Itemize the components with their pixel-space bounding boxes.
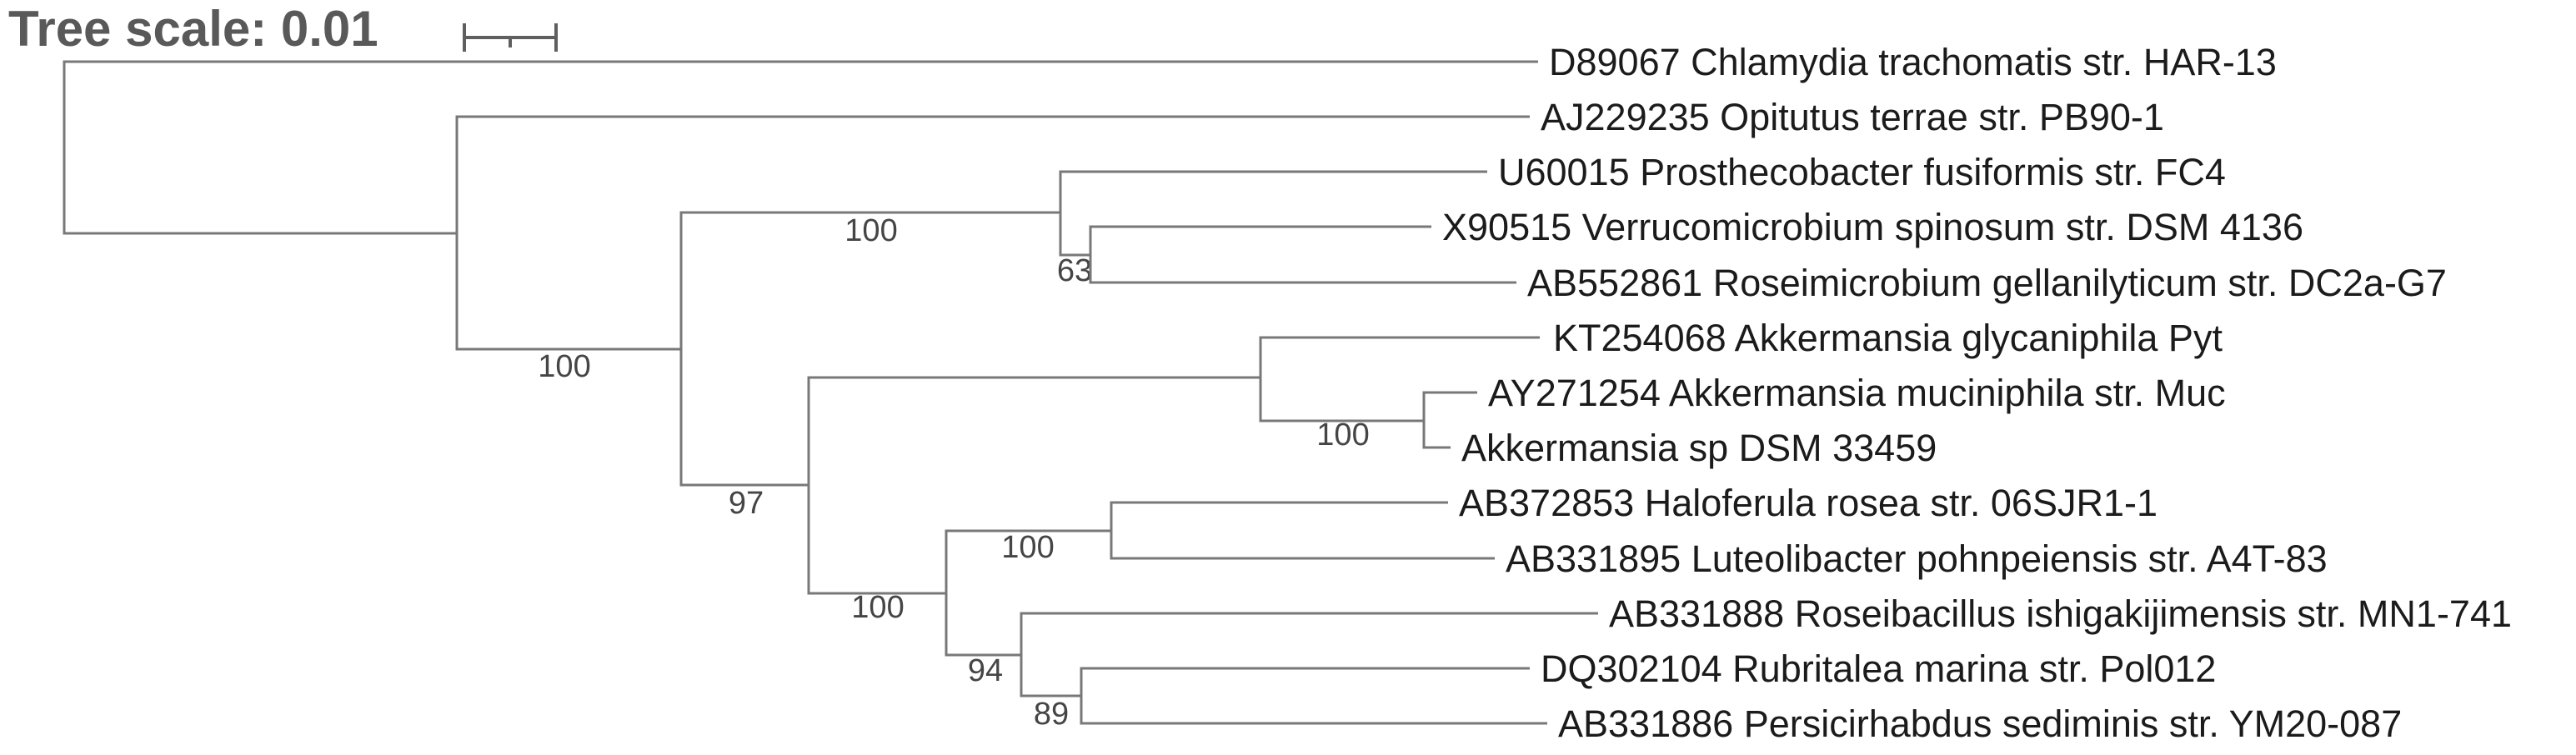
leaf-label: AB331895 Luteolibacter pohnpeiensis str.…: [1506, 538, 2328, 580]
leaf-label: AB552861 Roseimicrobium gellanilyticum s…: [1527, 262, 2447, 304]
leaf-label: U60015 Prosthecobacter fusiformis str. F…: [1498, 151, 2226, 193]
bootstrap-label: 100: [1316, 418, 1369, 452]
bootstrap-label: 100: [844, 213, 897, 248]
bootstrap-label: 89: [1034, 697, 1069, 732]
leaf-label: DQ302104 Rubritalea marina str. Pol012: [1541, 648, 2216, 690]
tree-scale-title: Tree scale: 0.01: [8, 1, 378, 57]
leaf-label: AB331888 Roseibacillus ishigakijimensis …: [1609, 592, 2512, 635]
bootstrap-label: 100: [1001, 530, 1054, 565]
leaf-label: AJ229235 Opitutus terrae str. PB90-1: [1541, 96, 2164, 138]
bootstrap-label: 94: [968, 653, 1003, 688]
leaf-label: KT254068 Akkermansia glycaniphila Pyt: [1553, 317, 2223, 359]
bootstrap-label: 97: [729, 486, 764, 521]
leaf-label: AY271254 Akkermansia muciniphila str. Mu…: [1488, 372, 2226, 414]
leaf-label: Akkermansia sp DSM 33459: [1461, 427, 1937, 469]
leaf-label: AB331886 Persicirhabdus sediminis str. Y…: [1558, 702, 2402, 745]
leaf-label: X90515 Verrucomicrobium spinosum str. DS…: [1442, 206, 2303, 248]
bootstrap-label: 63: [1057, 253, 1092, 288]
bootstrap-label: 100: [851, 590, 904, 625]
bootstrap-label: 100: [538, 349, 590, 384]
leaf-label: AB372853 Haloferula rosea str. 06SJR1-1: [1459, 482, 2158, 524]
leaf-label: D89067 Chlamydia trachomatis str. HAR-13: [1549, 41, 2277, 83]
